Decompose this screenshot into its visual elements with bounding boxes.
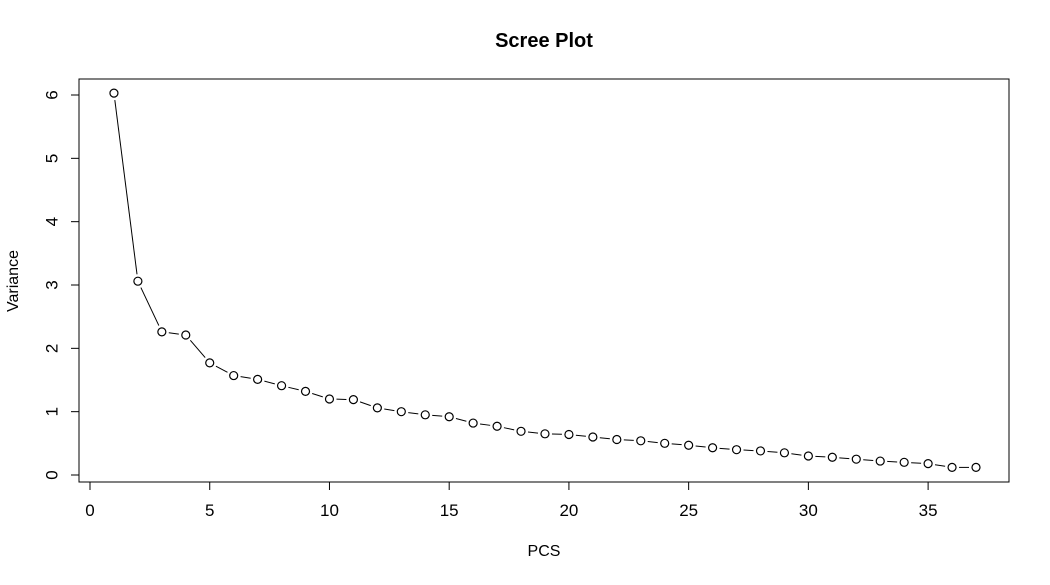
data-point: [733, 446, 741, 454]
series-line-segment: [839, 458, 849, 459]
x-axis-label: PCS: [528, 543, 561, 560]
series-line-segment: [408, 413, 418, 414]
series-line-segment: [935, 465, 945, 467]
series-line-segment: [911, 463, 921, 464]
x-tick-label: 20: [559, 501, 578, 520]
x-tick-label: 15: [440, 501, 459, 520]
data-point: [589, 433, 597, 441]
data-point: [709, 444, 717, 452]
data-point: [852, 455, 860, 463]
data-point: [828, 453, 836, 461]
data-point: [110, 89, 118, 97]
chart-title: Scree Plot: [495, 30, 593, 52]
y-tick-label: 6: [42, 90, 61, 99]
plot-frame: [79, 79, 1009, 482]
data-point: [804, 452, 812, 460]
x-tick-label: 10: [320, 501, 339, 520]
data-point: [182, 331, 190, 339]
data-point: [325, 395, 333, 403]
data-point: [278, 382, 286, 390]
data-point: [685, 441, 693, 449]
series-line-segment: [600, 438, 610, 439]
series-line-segment: [863, 460, 873, 461]
y-tick-label: 2: [42, 344, 61, 353]
series-line-segment: [216, 366, 228, 372]
series-line-segment: [528, 432, 538, 433]
x-tick-label: 0: [85, 501, 94, 520]
y-tick-label: 1: [42, 407, 61, 416]
data-point: [254, 375, 262, 383]
data-point: [493, 422, 501, 430]
series-line-segment: [169, 333, 179, 334]
data-point: [637, 437, 645, 445]
data-point: [972, 463, 980, 471]
y-tick-label: 5: [42, 154, 61, 163]
data-point: [158, 328, 166, 336]
data-point: [397, 408, 405, 416]
data-point: [924, 460, 932, 468]
x-tick-label: 5: [205, 501, 214, 520]
series-line-segment: [744, 450, 754, 451]
series-line-segment: [696, 446, 706, 447]
series-line-segment: [791, 454, 801, 455]
series-line-segment: [576, 435, 586, 436]
data-point: [613, 436, 621, 444]
series-line-segment: [190, 340, 205, 357]
x-axis: 0 5 10 15 20 25 30 35: [85, 482, 937, 520]
series-line-segment: [264, 381, 274, 384]
series-line-segment: [504, 428, 514, 430]
series-line-segment: [887, 461, 897, 462]
series-line-segment: [648, 442, 658, 443]
series-line-segment: [312, 394, 323, 397]
series-line-segment: [480, 424, 490, 425]
series-line-segment: [384, 409, 394, 411]
data-point: [469, 419, 477, 427]
data-point: [900, 458, 908, 466]
y-tick-label: 0: [42, 470, 61, 479]
series-line-segment: [672, 444, 682, 445]
y-tick-label: 3: [42, 280, 61, 289]
data-point: [445, 413, 453, 421]
x-tick-label: 30: [799, 501, 818, 520]
y-axis: 0 1 2 3 4 5 6: [42, 90, 79, 479]
y-axis-label: Variance: [5, 250, 22, 312]
data-point: [302, 387, 310, 395]
series-line-segment: [767, 451, 777, 452]
data-point: [780, 449, 788, 457]
data-point: [661, 439, 669, 447]
data-point: [565, 430, 573, 438]
data-point: [373, 404, 381, 412]
data-point: [206, 359, 214, 367]
series-line-segment: [720, 448, 730, 449]
data-point: [876, 457, 884, 465]
data-point: [517, 427, 525, 435]
data-point: [756, 447, 764, 455]
data-point: [541, 430, 549, 438]
series-line-segment: [456, 419, 466, 422]
series-line-segment: [624, 440, 634, 441]
series-line-segment: [360, 402, 371, 406]
data-point: [134, 277, 142, 285]
data-point: [230, 372, 238, 380]
data-point: [349, 396, 357, 404]
series-line-segment: [115, 100, 137, 274]
series-points: [110, 89, 980, 471]
series-lines: [115, 100, 969, 467]
series-line-segment: [141, 288, 159, 326]
series-line-segment: [241, 377, 251, 379]
series-line-segment: [815, 456, 825, 457]
series-line-segment: [288, 387, 298, 389]
x-tick-label: 25: [679, 501, 698, 520]
x-tick-label: 35: [919, 501, 938, 520]
series-line-segment: [432, 415, 442, 416]
data-point: [948, 463, 956, 471]
y-tick-label: 4: [42, 217, 61, 226]
data-point: [421, 411, 429, 419]
